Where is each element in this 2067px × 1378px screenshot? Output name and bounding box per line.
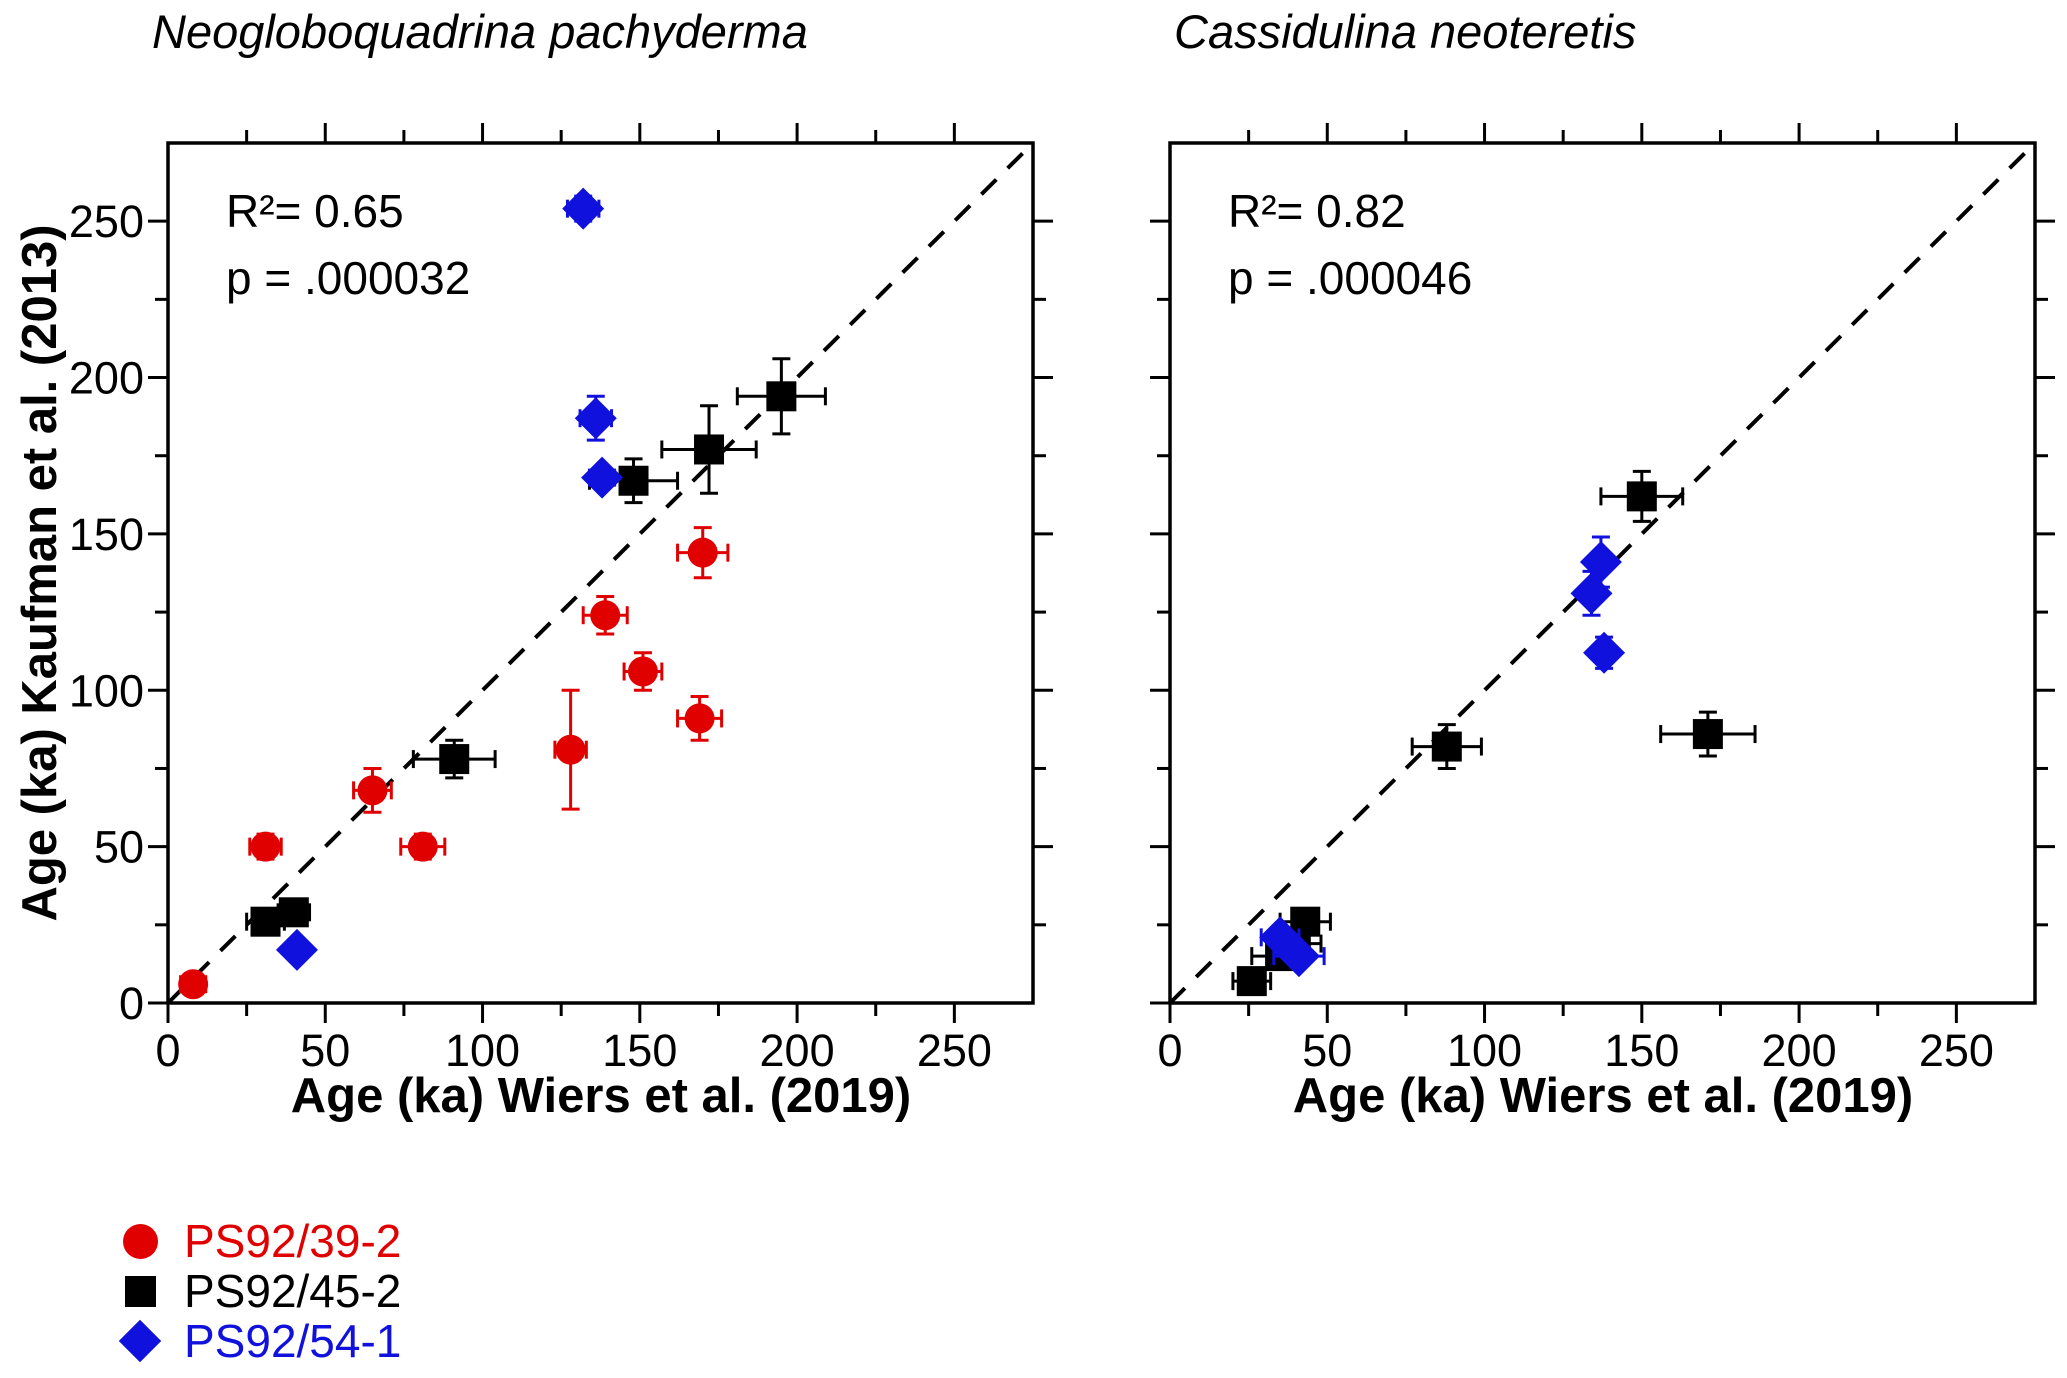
plot-right: 0 50 100 150 200 250 [1150,123,2055,1076]
plot-frame [166,141,1035,1005]
axis-ticks [1150,123,2055,1023]
data-point-diamond [1570,572,1613,615]
data-point-diamond [1277,935,1320,978]
r-squared-right: R²= 0.82 [1228,185,1406,237]
axis-ticks [148,123,1053,1023]
data-point-circle [627,656,658,687]
data-point-square [250,906,281,937]
data-point-diamond [574,397,617,440]
y-tick-label: 0 [119,978,144,1029]
legend-row: PS92/39-2 [96,1215,402,1267]
series-PS92-45-2 [1231,469,1757,997]
legend-row: PS92/54-1 [96,1315,402,1367]
series-PS92-54-1 [275,187,624,971]
p-value-right: p = .000046 [1228,252,1473,304]
x-tick-label: 100 [1447,1025,1522,1076]
series-PS92-45-2 [245,357,827,937]
x-tick-label: 150 [602,1025,677,1076]
data-point-diamond [275,928,318,971]
x-tick-label: 100 [445,1025,520,1076]
legend-label-ps92-39-2: PS92/39-2 [184,1215,402,1267]
data-point-circle [357,775,388,806]
y-tick-label: 100 [69,665,144,716]
data-point-square [618,465,649,496]
data-point-circle [590,600,621,631]
data-point-square [1431,731,1462,762]
data-point-diamond [1579,541,1622,584]
data-point-circle [178,969,209,1000]
data-point-square [694,434,725,465]
x-tick-label: 250 [917,1025,992,1076]
x-tick-label: 200 [760,1025,835,1076]
axis-tick-labels: 0 50 100 150 200 250 0 50 100 150 200 250 [69,196,992,1076]
identity-line [166,141,1035,1005]
legend-label-ps92-45-2: PS92/45-2 [184,1265,402,1317]
data-point-diamond [581,456,624,499]
data-point-square [1692,719,1723,750]
data-point-diamond [562,187,605,230]
y-tick-label: 150 [69,509,144,560]
data-point-square [278,897,309,928]
x-tick-label: 50 [1302,1025,1352,1076]
data-point-circle [407,831,438,862]
legend-row: PS92/45-2 [96,1265,402,1317]
y-tick-label: 250 [69,196,144,247]
x-tick-label: 0 [1157,1025,1182,1076]
y-axis-label: Age (ka) Kaufman et al. (2013) [13,224,67,922]
data-point-square [1236,966,1267,997]
plot-left: 0 50 100 150 200 250 0 50 100 150 200 250 [69,123,1053,1076]
x-tick-label: 200 [1762,1025,1837,1076]
data-point-circle [250,831,281,862]
data-point-circle [555,734,586,765]
data-point-square [439,744,470,775]
x-axis-label-left: Age (ka) Wiers et al. (2019) [290,1069,912,1123]
legend-circle-marker-icon [122,1223,158,1259]
series-PS92-54-1 [1259,535,1626,978]
r-squared-left: R²= 0.65 [226,185,404,237]
data-point-circle [687,537,718,568]
data-point-square [1626,481,1657,512]
plot-frame [1168,141,2037,1005]
legend: PS92/39-2 PS92/45-2 PS92/54-1 [96,1215,402,1367]
stats-block-right: R²= 0.82 p = .000046 [1228,178,1472,312]
stats-block-left: R²= 0.65 p = .000032 [226,178,470,312]
x-tick-label: 250 [1919,1025,1994,1076]
y-tick-label: 50 [94,822,144,873]
x-axis-label-right: Age (ka) Wiers et al. (2019) [1292,1069,1914,1123]
axis-tick-labels: 0 50 100 150 200 250 [1157,1025,1993,1076]
x-tick-label: 0 [155,1025,180,1076]
series-PS92-39-2 [178,526,730,1000]
y-tick-label: 200 [69,353,144,404]
legend-label-ps92-54-1: PS92/54-1 [184,1315,402,1367]
p-value-left: p = .000032 [226,252,471,304]
x-tick-label: 150 [1604,1025,1679,1076]
legend-square-marker-icon [124,1275,156,1307]
legend-diamond-marker-icon [118,1319,162,1363]
plot-title-left: Neogloboquadrina pachyderma [152,5,808,58]
plot-title-right: Cassidulina neoteretis [1174,5,1637,58]
data-point-diamond [1583,631,1626,674]
data-point-circle [684,703,715,734]
x-tick-label: 50 [300,1025,350,1076]
data-point-square [766,381,797,412]
